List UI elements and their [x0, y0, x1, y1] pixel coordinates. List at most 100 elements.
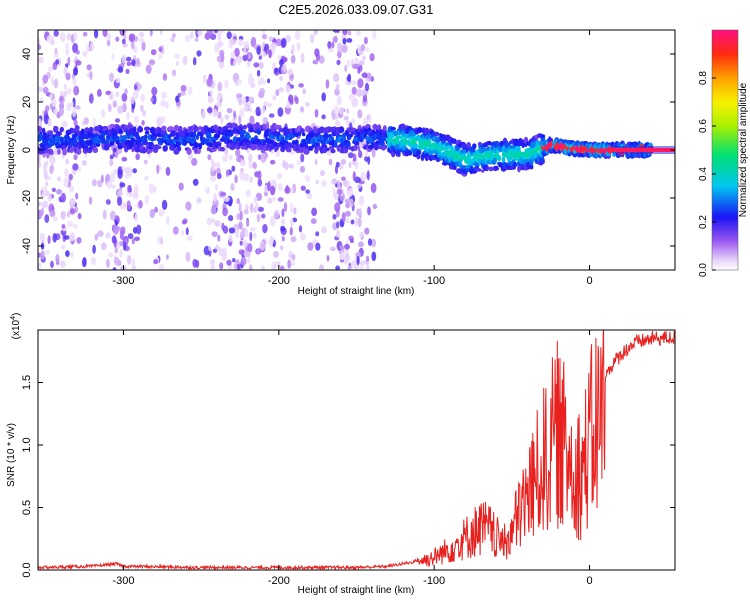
noise-speckle [160, 116, 166, 124]
ridge-cell [228, 131, 234, 137]
noise-speckle [281, 218, 285, 226]
noise-speckle [132, 192, 139, 200]
y-tick-label: 1.5 [21, 375, 33, 390]
noise-speckle [131, 238, 135, 245]
noise-speckle [210, 263, 215, 270]
noise-speckle [187, 86, 193, 96]
ridge-cell [331, 140, 335, 148]
noise-speckle [106, 258, 110, 268]
noise-speckle [145, 64, 152, 74]
noise-speckle [285, 103, 292, 109]
noise-speckle [180, 85, 187, 92]
noise-speckle [335, 161, 340, 168]
noise-speckle [229, 154, 233, 161]
noise-speckle [209, 175, 217, 182]
x-tick-label: -300 [112, 575, 134, 587]
ridge-cell [171, 130, 176, 137]
noise-speckle [159, 236, 164, 245]
noise-speckle [213, 193, 218, 203]
ridge-cell [275, 145, 279, 151]
noise-speckle [359, 265, 364, 270]
noise-speckle [337, 50, 342, 59]
noise-speckle [49, 164, 54, 175]
noise-speckle [230, 183, 235, 191]
noise-speckle [159, 30, 163, 36]
noise-speckle [285, 84, 291, 93]
noise-speckle [38, 201, 42, 207]
noise-speckle [196, 197, 202, 204]
colorbar-tick-label: 0.8 [698, 71, 709, 85]
noise-speckle [261, 106, 266, 114]
snr-x-ticks: -300 -200 -100 0 [112, 330, 593, 587]
noise-speckle [140, 93, 145, 102]
ridge-cell [144, 126, 151, 131]
noise-speckle [63, 83, 67, 90]
noise-speckle [82, 256, 87, 267]
x-tick-label: 0 [586, 275, 592, 287]
noise-speckle [158, 264, 165, 270]
ridge-cell [452, 138, 457, 144]
ridge-cell [199, 135, 204, 140]
noise-speckle [269, 235, 274, 245]
noise-speckle [311, 207, 317, 217]
noise-speckle [208, 246, 212, 252]
noise-speckle [107, 103, 112, 112]
noise-speckle [156, 164, 160, 175]
noise-speckle [128, 192, 133, 198]
noise-speckle [53, 53, 59, 59]
noise-speckle [117, 169, 123, 179]
noise-speckle [338, 106, 345, 115]
noise-speckle [101, 242, 107, 251]
noise-speckle [109, 172, 116, 183]
ridge-cell [74, 125, 80, 131]
noise-speckle [236, 198, 241, 205]
snr-series-line [38, 330, 675, 570]
noise-speckle [82, 50, 88, 57]
colorbar-tick-label: 0.2 [698, 215, 709, 229]
spectrogram-marks [38, 30, 675, 270]
x-tick-label: 0 [586, 575, 592, 587]
noise-speckle [83, 117, 89, 125]
noise-speckle [369, 53, 375, 62]
noise-speckle [371, 148, 376, 158]
noise-speckle [277, 107, 284, 117]
noise-speckle [365, 78, 370, 84]
noise-speckle [334, 115, 339, 120]
noise-speckle [41, 186, 48, 192]
noise-speckle [166, 215, 170, 226]
noise-speckle [305, 102, 310, 107]
noise-speckle [288, 163, 295, 169]
noise-speckle [351, 118, 356, 125]
noise-speckle [220, 53, 225, 63]
noise-speckle [90, 256, 97, 266]
noise-speckle [300, 153, 305, 163]
noise-speckle [220, 116, 224, 125]
noise-speckle [343, 115, 349, 121]
ridge-cell [452, 165, 457, 171]
ridge-cell [162, 146, 168, 152]
ridge-cell [118, 128, 123, 133]
ridge-cell [540, 134, 546, 138]
noise-speckle [94, 233, 99, 241]
ridge-cell [472, 144, 477, 150]
noise-speckle [141, 41, 146, 51]
noise-speckle [243, 40, 250, 49]
noise-speckle [281, 208, 285, 217]
noise-speckle [347, 265, 352, 270]
noise-speckle [106, 32, 112, 41]
noise-speckle [76, 237, 82, 244]
noise-speckle [279, 76, 283, 81]
ridge-cell [416, 127, 423, 133]
noise-speckle [109, 159, 114, 167]
noise-speckle [38, 118, 42, 124]
snr-frame [37, 329, 676, 571]
noise-speckle [38, 44, 42, 51]
noise-speckle [350, 238, 354, 244]
noise-speckle [367, 156, 371, 165]
noise-speckle [192, 57, 197, 66]
noise-speckle [116, 189, 124, 197]
noise-speckle [345, 217, 350, 224]
noise-speckle [346, 76, 350, 81]
ridge-cell [307, 145, 314, 151]
noise-speckle [249, 76, 252, 85]
